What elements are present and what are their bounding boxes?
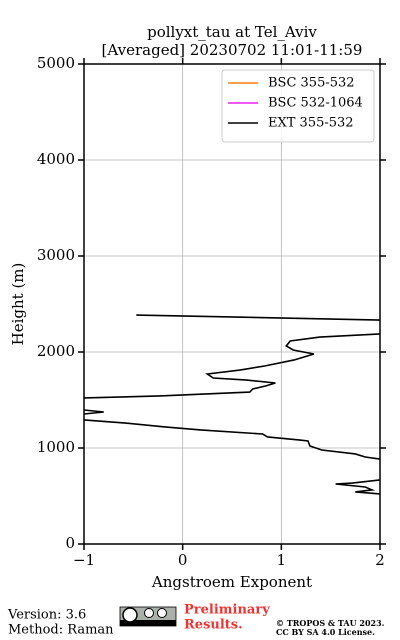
license: CC BY SA 4.0 License.	[276, 627, 375, 637]
y-tick-label: 1000	[37, 438, 75, 456]
copyright: © TROPOS & TAU 2023.	[276, 618, 385, 628]
legend: BSC 355-532 BSC 532-1064 EXT 355-532	[221, 69, 375, 143]
y-tick-label: 2000	[37, 342, 75, 360]
legend-label: BSC 532-1064	[268, 96, 363, 111]
preliminary: Preliminary	[184, 603, 270, 618]
y-tick-label: 4000	[37, 150, 75, 168]
x-tick-label: −1	[73, 551, 95, 569]
y-tick-label: 5000	[37, 54, 75, 72]
x-tick-label: 1	[277, 551, 287, 569]
y-tick-label: 3000	[37, 246, 75, 264]
x-tick-label: 2	[375, 551, 385, 569]
legend-label: EXT 355-532	[268, 116, 354, 131]
version: Version: 3.6	[7, 608, 86, 623]
chart-title: pollyxt_tau at Tel_Aviv	[147, 23, 317, 41]
legend-label: BSC 355-532	[268, 76, 355, 91]
cc-logo	[119, 606, 177, 627]
method: Method: Raman	[8, 623, 114, 638]
preliminary: Results.	[184, 618, 243, 633]
x-tick-label: 0	[178, 551, 188, 569]
x-axis-label: Angstroem Exponent	[151, 573, 312, 591]
y-tick-label: 0	[65, 534, 75, 552]
plot-frame	[83, 63, 381, 545]
legend-box	[221, 69, 375, 143]
y-axis-label: Height (m)	[9, 263, 27, 346]
chart-subtitle: [Averaged] 20230702 11:01-11:59	[102, 41, 363, 59]
data-line	[84, 314, 380, 495]
